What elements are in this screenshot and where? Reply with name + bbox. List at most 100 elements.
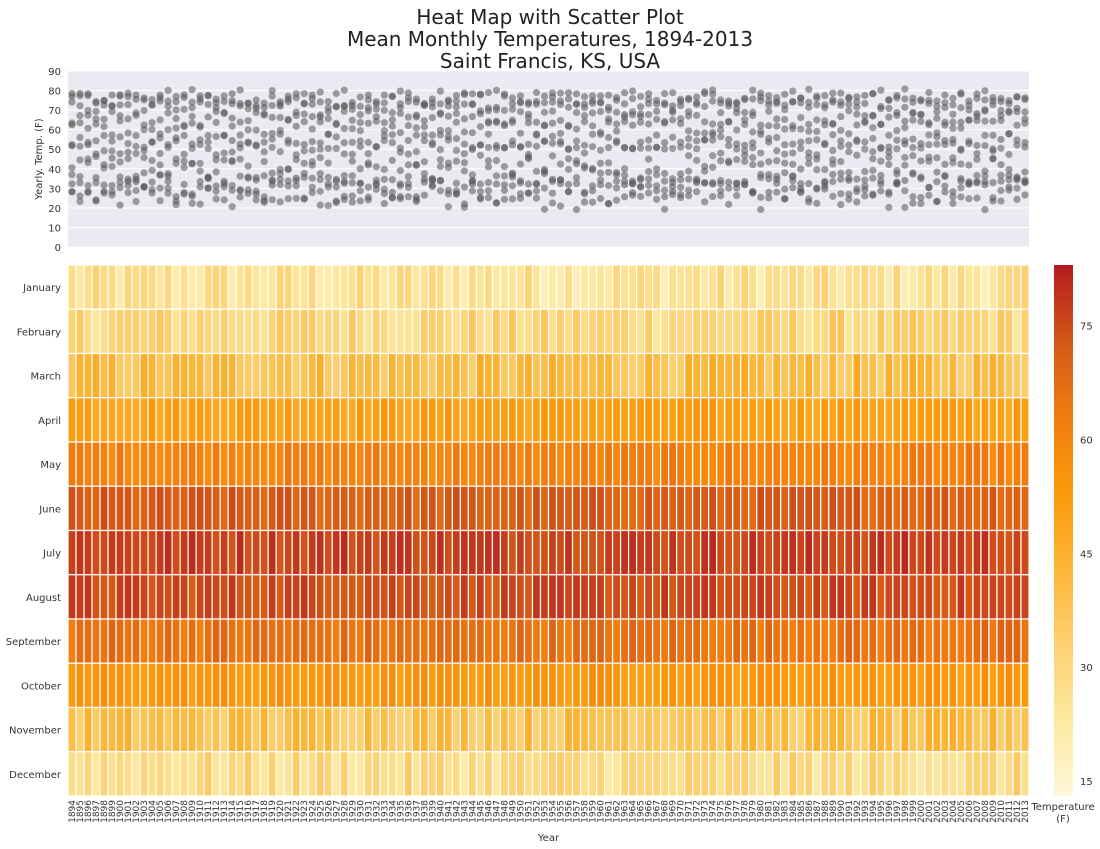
scatter-point: [292, 94, 300, 102]
scatter-point: [420, 191, 428, 199]
heatmap-cell: [716, 574, 726, 620]
heatmap-cell: [187, 751, 197, 797]
scatter-point: [620, 89, 629, 97]
heatmap-cell: [595, 662, 606, 709]
scatter-point: [669, 108, 677, 116]
heatmap-cell: [932, 574, 942, 620]
heatmap-cell: [676, 662, 686, 709]
heatmap-cell: [692, 308, 702, 355]
heatmap-cell: [283, 441, 293, 487]
heatmap-cell: [579, 397, 590, 443]
scatter-point: [228, 156, 236, 165]
heatmap-cell: [507, 441, 518, 487]
scatter-point: [76, 102, 84, 110]
scatter-point: [348, 157, 356, 165]
scatter-point: [604, 133, 613, 142]
scatter-point: [316, 88, 324, 96]
heatmap-cell: [956, 574, 966, 620]
scatter-point: [564, 103, 573, 111]
heatmap-cell: [251, 441, 261, 487]
scatter-point: [500, 120, 509, 128]
heatmap-cell: [483, 485, 494, 532]
heatmap-cell: [772, 352, 782, 399]
heatmap-cell: [267, 397, 277, 443]
heatmap-cell: [563, 529, 574, 576]
heatmap-cell: [403, 264, 413, 310]
heatmap-cell: [283, 662, 293, 709]
scatter-point: [220, 156, 228, 164]
scatter-point: [500, 181, 509, 189]
heatmap-cell: [179, 618, 189, 664]
heatmap-cell: [844, 485, 854, 532]
heatmap-cell: [387, 485, 397, 532]
heatmap-cell: [155, 618, 165, 664]
heatmap-cell: [451, 397, 462, 443]
scatter-point: [588, 166, 597, 174]
heatmap-cell: [235, 264, 245, 310]
scatter-point: [236, 86, 244, 94]
heatmap-cell: [443, 618, 453, 664]
scatter-point: [524, 155, 533, 163]
scatter-point: [492, 103, 501, 111]
heatmap-cell: [836, 706, 846, 753]
heatmap-cell: [700, 397, 710, 443]
scatter-point: [661, 205, 669, 213]
scatter-point: [76, 197, 84, 206]
scatter-point: [556, 89, 565, 97]
scatter-point: [620, 100, 629, 108]
chart-title-line-1: Heat Map with Scatter Plot: [416, 5, 684, 29]
heatmap-cell: [395, 352, 405, 399]
heatmap-cell: [868, 397, 878, 443]
heatmap-cell: [627, 751, 638, 797]
heatmap-cell: [780, 618, 790, 664]
scatter-point: [324, 159, 332, 167]
heatmap-cell: [75, 529, 85, 576]
heatmap-cell: [652, 485, 662, 532]
scatter-point: [196, 121, 204, 130]
heatmap-cell: [611, 574, 622, 620]
scatter-point: [532, 131, 541, 139]
heatmap-cell: [643, 441, 654, 487]
scatter-point: [636, 175, 645, 184]
heatmap-cell: [748, 751, 758, 797]
heatmap-cell: [347, 574, 357, 620]
heatmap-cell: [515, 485, 526, 532]
colorbar: [1054, 265, 1073, 796]
heatmap-cell: [996, 308, 1006, 355]
scatter-point: [356, 102, 364, 110]
heatmap-cell: [275, 618, 285, 664]
scatter-point: [212, 95, 220, 103]
heatmap-cell: [491, 662, 502, 709]
heatmap-cell: [403, 485, 413, 532]
heatmap-cell: [539, 706, 550, 753]
heatmap-cell: [355, 308, 365, 355]
scatter-point: [468, 90, 477, 98]
scatter-point: [100, 147, 108, 155]
heatmap-cell: [547, 706, 558, 753]
scatter-point: [348, 125, 356, 133]
scatter-point: [372, 113, 380, 121]
heatmap-cell: [988, 264, 998, 310]
heatmap-cell: [411, 308, 421, 355]
heatmap-cell: [499, 308, 510, 355]
heatmap-cell: [796, 618, 806, 664]
heatmap-cell: [788, 706, 798, 753]
scatter-point: [404, 150, 412, 158]
heatmap-cell: [603, 618, 614, 664]
scatter-point: [164, 141, 172, 149]
heatmap-cell: [419, 441, 429, 487]
heatmap-cell: [491, 308, 502, 355]
scatter-point: [244, 117, 252, 125]
heatmap-cell: [99, 352, 109, 399]
scatter-point: [236, 172, 244, 180]
heatmap-cell: [195, 308, 205, 355]
heatmap-cell: [451, 485, 462, 532]
heatmap-cell: [740, 397, 750, 443]
heatmap-cell: [475, 264, 486, 310]
heatmap-cell: [347, 308, 357, 355]
heatmap-cell: [371, 485, 381, 532]
scatter-point: [316, 175, 324, 184]
scatter-point: [244, 126, 252, 134]
heatmap-cell: [499, 574, 510, 620]
heatmap-cell: [83, 485, 93, 532]
